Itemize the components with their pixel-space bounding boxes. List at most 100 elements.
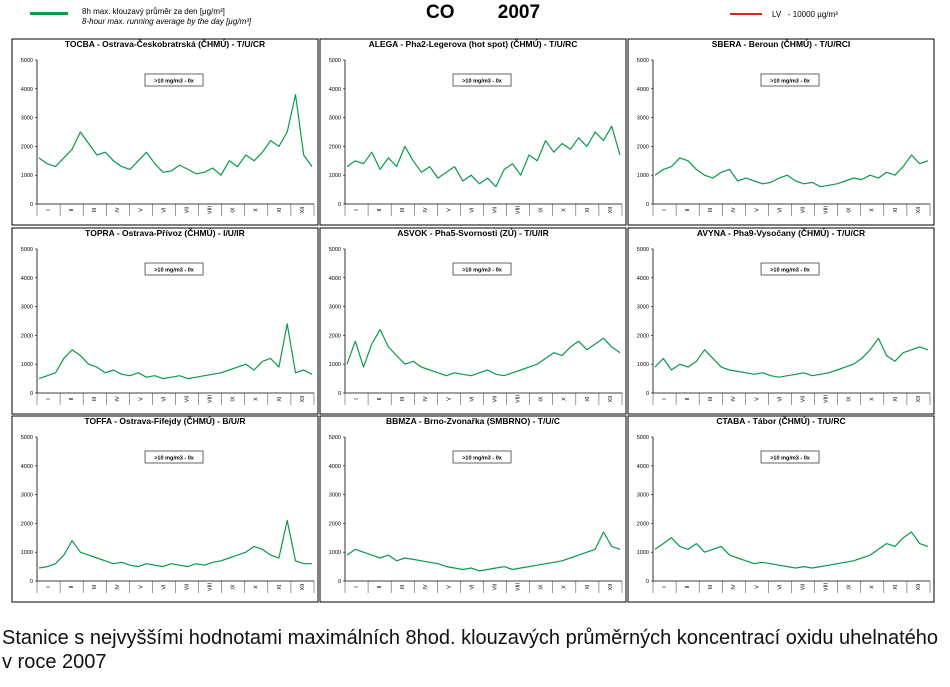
x-tick-label: VI [161, 396, 167, 402]
chart-title: TOCBA - Ostrava-Českobratrská (ČHMÚ) - T… [65, 38, 265, 49]
x-tick-label: XII [300, 206, 306, 213]
x-tick-label: IV [115, 584, 121, 590]
series-line [654, 154, 929, 188]
chart-header: 8h max. klouzavý průměr za den [µg/m³] 8… [0, 0, 950, 36]
x-tick-label: III [708, 584, 714, 589]
y-tick-label: 3000 [329, 116, 341, 122]
x-tick-label: III [92, 396, 98, 401]
y-tick-label: 0 [30, 579, 33, 585]
x-tick-label: VI [777, 207, 783, 213]
exceedance-box [452, 262, 512, 276]
y-tick-label: 1000 [329, 173, 341, 179]
y-tick-label: 4000 [21, 87, 33, 93]
x-tick-label: XII [608, 206, 614, 213]
chart-title: TOPRA - Ostrava-Přívoz (ČHMÚ) - I/U/IR [85, 227, 245, 238]
x-tick-label: VII [492, 206, 498, 213]
y-tick-label: 5000 [21, 58, 33, 64]
chart-frame [11, 227, 319, 415]
x-tick-label: IV [731, 396, 737, 402]
x-tick-label: II [69, 208, 75, 212]
x-tick-label: VII [800, 583, 806, 590]
pollutant-label: CO [426, 2, 455, 23]
x-tick-label: VIII [824, 205, 830, 214]
x-tick-label: IV [731, 207, 737, 213]
x-tick-label: VI [161, 584, 167, 590]
x-tick-label: II [377, 208, 383, 212]
chart-frame [11, 38, 319, 226]
exceedance-label: >10 mg/m3 - 0x [462, 456, 503, 462]
x-tick-label: XII [916, 583, 922, 590]
exceedance-label: >10 mg/m3 - 0x [770, 268, 811, 274]
x-tick-label: IX [847, 207, 853, 213]
x-tick-label: IV [423, 207, 429, 213]
x-tick-label: VII [492, 395, 498, 402]
y-tick-label: 2000 [21, 333, 33, 339]
x-tick-label: XII [608, 583, 614, 590]
y-tick-label: 3000 [21, 493, 33, 499]
figure-caption: Stanice s nejvyššími hodnotami maximální… [2, 627, 939, 673]
x-tick-label: VIII [516, 394, 522, 403]
x-tick-label: XII [300, 583, 306, 590]
x-tick-label: XI [585, 584, 591, 590]
y-tick-label: 3000 [329, 305, 341, 311]
y-tick-label: 4000 [329, 464, 341, 470]
x-tick-label: XII [300, 395, 306, 402]
x-tick-label: XI [277, 396, 283, 402]
chart-frame [11, 415, 319, 603]
x-tick-label: X [562, 585, 568, 589]
chart-title: CTABA - Tábor (ČHMÚ) - T/U/RC [716, 415, 845, 426]
x-tick-label: VIII [208, 394, 214, 403]
x-tick-label: X [870, 397, 876, 401]
x-tick-label: III [708, 396, 714, 401]
x-tick-label: I [354, 586, 360, 588]
y-tick-label: 4000 [21, 276, 33, 282]
y-tick-label: 4000 [329, 87, 341, 93]
x-tick-label: VIII [824, 582, 830, 591]
exceedance-label: >10 mg/m3 - 0x [154, 79, 195, 85]
x-tick-label: I [46, 398, 52, 400]
x-tick-label: XII [916, 206, 922, 213]
y-tick-label: 3000 [637, 305, 649, 311]
y-tick-label: 2000 [21, 521, 33, 527]
series-line [38, 93, 313, 176]
x-tick-label: IX [539, 584, 545, 590]
y-tick-label: 2000 [329, 144, 341, 150]
x-tick-label: VI [469, 396, 475, 402]
legend-limit-label: LV - 10000 µg/m³ [772, 10, 838, 20]
y-tick-label: 1000 [21, 173, 33, 179]
y-tick-label: 0 [646, 202, 649, 208]
x-tick-label: V [754, 585, 760, 589]
x-tick-label: III [400, 396, 406, 401]
legend-limit-swatch [730, 13, 762, 15]
chart-title: SBERA - Beroun (ČHMÚ) - T/U/RCI [712, 38, 851, 49]
x-tick-label: X [254, 585, 260, 589]
x-tick-label: X [870, 585, 876, 589]
y-tick-label: 5000 [21, 247, 33, 253]
x-tick-label: III [400, 584, 406, 589]
x-tick-label: V [754, 397, 760, 401]
x-tick-label: VII [800, 206, 806, 213]
y-tick-label: 5000 [329, 435, 341, 441]
series-line [346, 329, 621, 377]
x-tick-label: III [92, 584, 98, 589]
chart-title: AVYNA - Pha9-Vysočany (ČHMÚ) - T/U/CR [697, 227, 865, 238]
exceedance-box [760, 262, 820, 276]
chart-frame [319, 415, 627, 603]
exceedance-box [760, 73, 820, 87]
chart-frame [319, 38, 627, 226]
legend-line-label-cs: 8h max. klouzavý průměr za den [µg/m³] [82, 7, 225, 16]
x-tick-label: II [377, 585, 383, 589]
chart-title: ASVOK - Pha5-Svornosti (ZÚ) - T/U/IR [397, 227, 549, 238]
x-tick-label: I [354, 398, 360, 400]
chart-title: BBMZA - Brno-Zvonařka (SMBRNO) - T/U/C [386, 416, 560, 426]
chart-frame [627, 415, 935, 603]
x-tick-label: VII [800, 395, 806, 402]
y-tick-label: 3000 [637, 493, 649, 499]
y-tick-label: 0 [646, 579, 649, 585]
x-tick-label: XI [585, 207, 591, 213]
station-chart-2: ALEGA - Pha2-Legerova (hot spot) (ČHMÚ) … [319, 38, 627, 226]
x-tick-label: V [446, 585, 452, 589]
y-tick-label: 2000 [329, 521, 341, 527]
x-tick-label: XI [893, 396, 899, 402]
x-tick-label: VIII [824, 394, 830, 403]
